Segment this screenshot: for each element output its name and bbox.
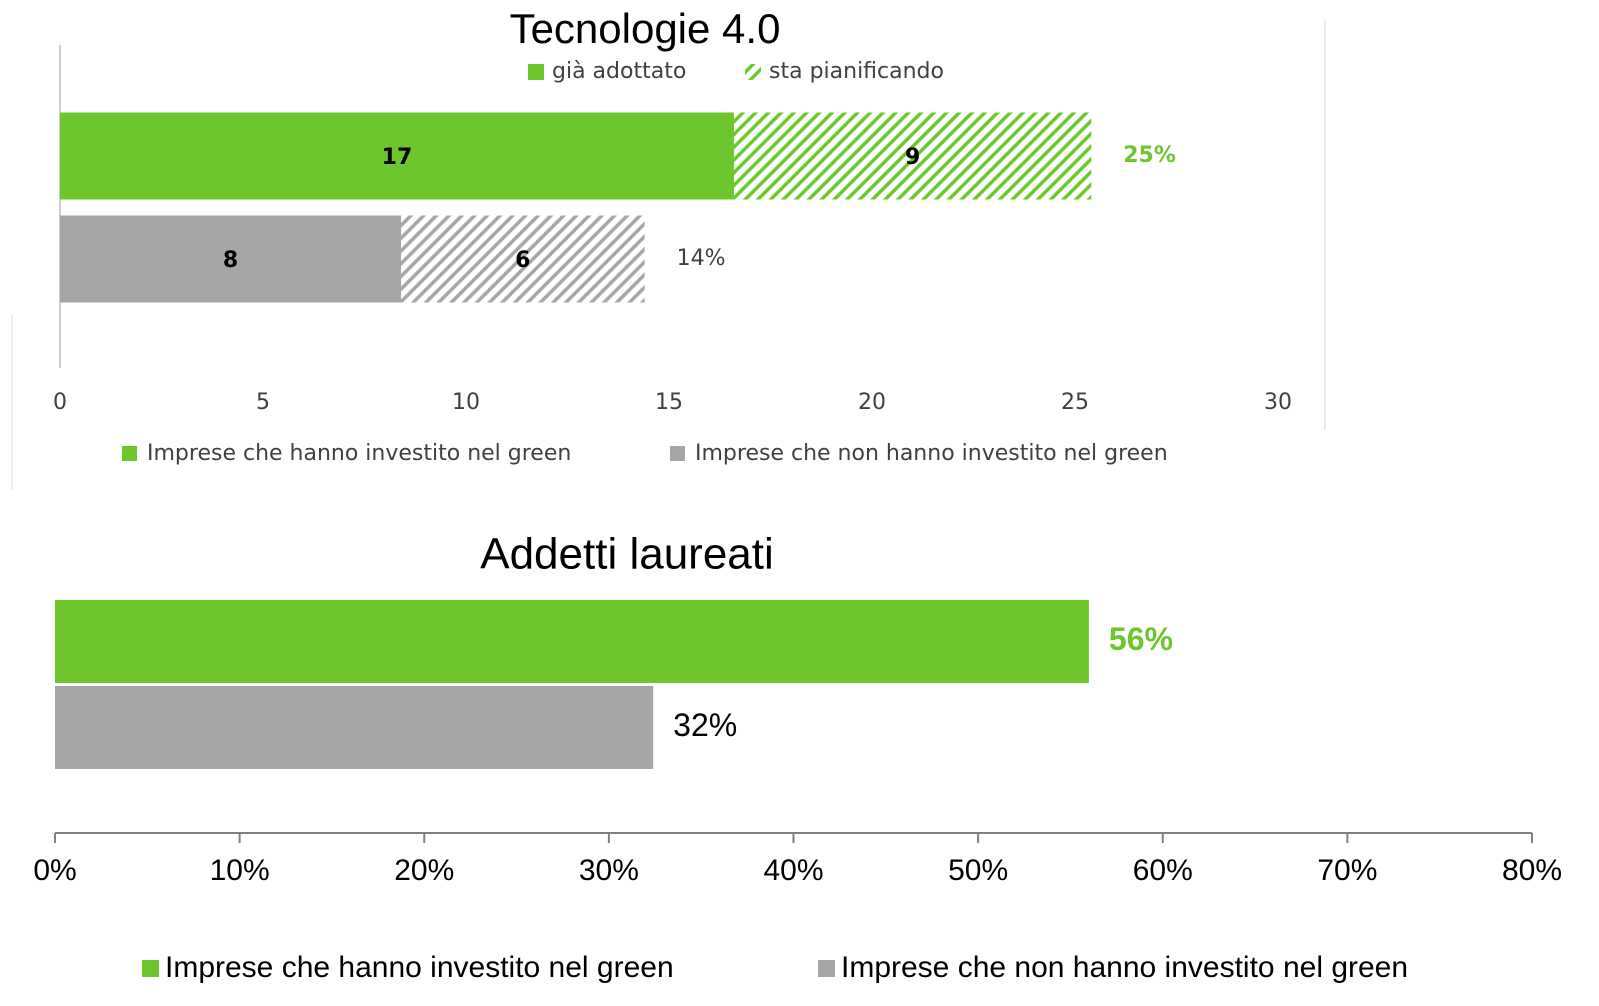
legend-label: Imprese che non hanno investito nel gree… — [841, 951, 1408, 984]
bar — [55, 686, 654, 769]
legend-swatch — [818, 960, 835, 977]
chart-title: Addetti laureati — [480, 530, 774, 579]
total-label: 14% — [677, 246, 726, 271]
total-label: 25% — [1123, 143, 1176, 168]
x-tick-label: 0% — [33, 854, 76, 887]
legend-label: già adottato — [552, 59, 686, 84]
bar-segment — [60, 112, 734, 200]
data-label: 17 — [382, 145, 413, 170]
x-tick-label: 30% — [579, 854, 639, 887]
bar-segment — [401, 215, 645, 303]
legend-swatch — [142, 960, 159, 977]
data-label: 56% — [1109, 621, 1173, 657]
legend-swatch — [745, 64, 761, 80]
x-tick-label: 40% — [763, 854, 823, 887]
x-tick-label: 80% — [1502, 854, 1562, 887]
x-tick-label: 60% — [1133, 854, 1193, 887]
data-label: 6 — [515, 248, 530, 273]
x-tick-label: 20% — [394, 854, 454, 887]
legend-label: sta pianificando — [769, 59, 944, 84]
x-tick-label: 15 — [655, 390, 683, 415]
bar-segment — [60, 215, 402, 303]
legend-swatch — [528, 64, 544, 80]
x-tick-label: 0 — [53, 390, 67, 415]
bar — [55, 600, 1089, 683]
x-tick-label: 20 — [858, 390, 886, 415]
x-tick-label: 70% — [1317, 854, 1377, 887]
bar-segment — [733, 112, 1092, 200]
data-label: 8 — [223, 248, 238, 273]
x-tick-label: 10 — [452, 390, 480, 415]
legend-label: Imprese che non hanno investito nel gree… — [695, 441, 1168, 466]
data-label: 9 — [905, 145, 920, 170]
x-tick-label: 10% — [210, 854, 270, 887]
x-tick-label: 50% — [948, 854, 1008, 887]
legend-label: Imprese che hanno investito nel green — [165, 951, 674, 984]
legend-swatch — [670, 446, 685, 461]
x-tick-label: 30 — [1264, 390, 1292, 415]
chart-title: Tecnologie 4.0 — [510, 5, 781, 52]
x-tick-label: 25 — [1061, 390, 1089, 415]
legend-swatch — [122, 446, 137, 461]
data-label: 32% — [673, 707, 737, 743]
legend-label: Imprese che hanno investito nel green — [147, 441, 571, 466]
x-tick-label: 5 — [256, 390, 270, 415]
